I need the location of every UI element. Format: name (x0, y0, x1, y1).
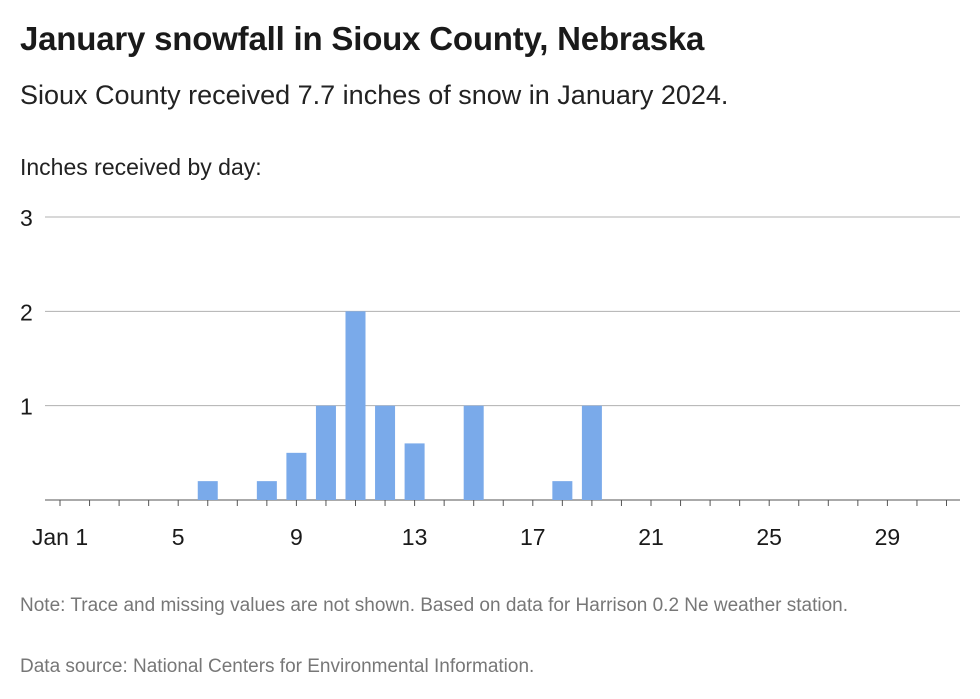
bar-day-18 (552, 481, 573, 500)
data-source: Data source: National Centers for Enviro… (20, 656, 535, 677)
y-tick-label: 2 (20, 299, 33, 325)
y-tick-label: 1 (20, 394, 33, 420)
bar-day-8 (256, 481, 277, 500)
y-tick-label: 3 (20, 205, 33, 231)
x-tick-label: 17 (520, 524, 546, 550)
bar-day-10 (315, 405, 336, 500)
bar-day-11 (345, 311, 366, 500)
bar-day-15 (463, 405, 484, 500)
chart-note: Note: Trace and missing values are not s… (20, 595, 849, 616)
x-tick-label: Jan 1 (32, 524, 88, 550)
bar-day-12 (375, 405, 396, 500)
x-tick-label: 5 (172, 524, 185, 550)
snowfall-bar-chart: 1 2 3 Jan 1 5 9 13 17 21 25 29 (20, 205, 960, 550)
x-tick-label: 21 (638, 524, 664, 550)
x-tick-label: 29 (875, 524, 901, 550)
y-axis-label: Inches received by day: (20, 154, 262, 180)
x-tick-label: 25 (756, 524, 782, 550)
bar-day-13 (404, 443, 425, 500)
bar-day-6 (197, 481, 218, 500)
chart-title: January snowfall in Sioux County, Nebras… (20, 20, 705, 57)
x-tick-label: 13 (402, 524, 428, 550)
chart-subtitle: Sioux County received 7.7 inches of snow… (20, 80, 729, 110)
bar-day-9 (286, 452, 307, 500)
x-tick-label: 9 (290, 524, 303, 550)
bar-day-19 (581, 405, 602, 500)
